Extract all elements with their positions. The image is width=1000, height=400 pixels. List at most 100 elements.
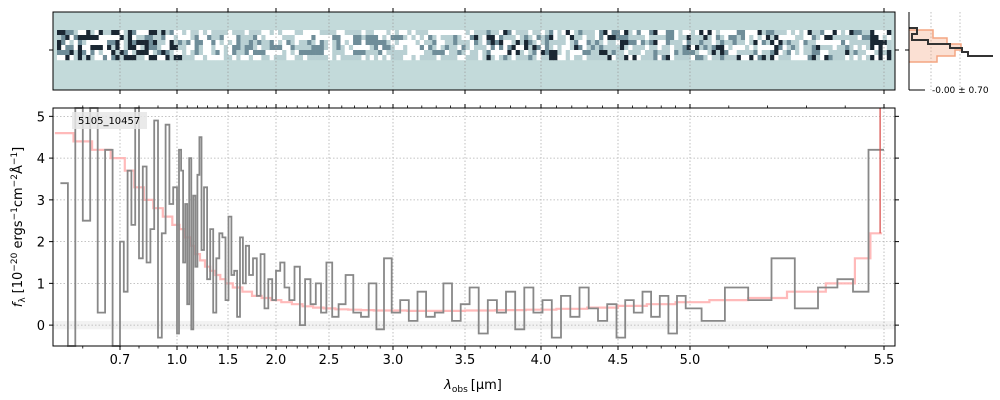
trace-pixel	[148, 55, 154, 61]
trace-pixel	[532, 30, 537, 36]
trace-pixel	[732, 35, 738, 41]
trace-pixel	[811, 45, 817, 51]
trace-pixel	[628, 40, 633, 46]
trace-pixel	[861, 55, 867, 61]
trace-pixel	[544, 40, 550, 46]
trace-pixel	[394, 40, 400, 46]
trace-pixel	[198, 30, 204, 36]
trace-pixel	[603, 35, 608, 41]
trace-pixel	[265, 40, 270, 46]
trace-pixel	[182, 55, 187, 61]
trace-pixel	[878, 45, 883, 51]
trace-pixel	[624, 35, 629, 41]
trace-pixel	[732, 50, 738, 56]
trace-pixel	[582, 50, 587, 56]
trace-pixel	[799, 50, 804, 56]
trace-pixel	[619, 45, 625, 51]
trace-pixel	[661, 30, 667, 36]
trace-pixel	[57, 50, 62, 56]
trace-pixel	[832, 35, 838, 41]
trace-pixel	[836, 40, 842, 46]
trace-pixel	[786, 40, 792, 46]
trace-pixel	[715, 50, 721, 56]
trace-pixel	[165, 40, 170, 46]
trace-pixel	[632, 30, 637, 36]
trace-pixel	[261, 30, 266, 36]
trace-pixel	[282, 40, 287, 46]
trace-pixel	[503, 45, 508, 51]
trace-pixel	[669, 30, 675, 36]
trace-pixel	[336, 30, 341, 36]
trace-pixel	[636, 35, 642, 41]
trace-pixel	[340, 35, 346, 41]
trace-pixel	[490, 35, 496, 41]
trace-pixel	[749, 50, 754, 56]
trace-pixel	[169, 50, 175, 56]
trace-pixel	[265, 30, 270, 36]
trace-pixel	[657, 35, 662, 41]
trace-pixel	[190, 55, 195, 61]
trace-pixel	[882, 50, 888, 56]
trace-pixel	[674, 35, 679, 41]
trace-pixel	[177, 35, 183, 41]
trace-pixel	[874, 45, 879, 51]
trace-pixel	[715, 55, 721, 61]
trace-pixel	[436, 55, 441, 61]
trace-pixel	[69, 30, 74, 36]
trace-pixel	[799, 40, 804, 46]
trace-pixel	[707, 35, 712, 41]
trace-pixel	[536, 35, 542, 41]
trace-pixel	[828, 30, 833, 36]
trace-pixel	[636, 30, 642, 36]
trace-pixel	[607, 45, 612, 51]
trace-pixel	[444, 55, 450, 61]
trace-pixel	[77, 55, 83, 61]
trace-pixel	[202, 55, 208, 61]
trace-pixel	[107, 45, 112, 51]
trace-pixel	[840, 45, 846, 51]
trace-pixel	[732, 40, 738, 46]
trace-pixel	[695, 35, 700, 41]
trace-pixel	[736, 35, 742, 41]
x-tick-label: 2.0	[266, 353, 287, 368]
trace-pixel	[736, 50, 742, 56]
trace-pixel	[369, 35, 375, 41]
trace-pixel	[674, 45, 679, 51]
trace-pixel	[207, 55, 212, 61]
trace-pixel	[61, 40, 66, 46]
trace-pixel	[382, 30, 387, 36]
trace-pixel	[386, 30, 391, 36]
trace-pixel	[703, 50, 708, 56]
trace-pixel	[265, 50, 270, 56]
trace-pixel	[428, 30, 433, 36]
trace-pixel	[202, 35, 208, 41]
trace-pixel	[423, 40, 429, 46]
trace-pixel	[73, 50, 79, 56]
trace-pixel	[549, 45, 554, 51]
trace-pixel	[711, 30, 717, 36]
trace-pixel	[82, 30, 87, 36]
trace-pixel	[461, 40, 466, 46]
trace-pixel	[436, 35, 441, 41]
trace-pixel	[807, 35, 813, 41]
trace-pixel	[665, 30, 671, 36]
trace-pixel	[870, 45, 875, 51]
profile-data-line	[909, 27, 993, 57]
trace-pixel	[365, 30, 371, 36]
trace-pixel	[219, 45, 225, 51]
trace-pixel	[795, 30, 800, 36]
trace-pixel	[202, 40, 208, 46]
trace-pixel	[749, 45, 754, 51]
trace-pixel	[865, 45, 871, 51]
trace-pixel	[161, 50, 166, 56]
trace-pixel	[248, 40, 254, 46]
trace-pixel	[786, 35, 792, 41]
trace-pixel	[524, 30, 529, 36]
trace-pixel	[653, 40, 658, 46]
trace-pixel	[870, 30, 875, 36]
trace-pixel	[111, 30, 116, 36]
trace-pixel	[828, 45, 833, 51]
trace-pixel	[561, 40, 567, 46]
x-tick-label: 4.0	[531, 353, 552, 368]
trace-pixel	[340, 30, 346, 36]
